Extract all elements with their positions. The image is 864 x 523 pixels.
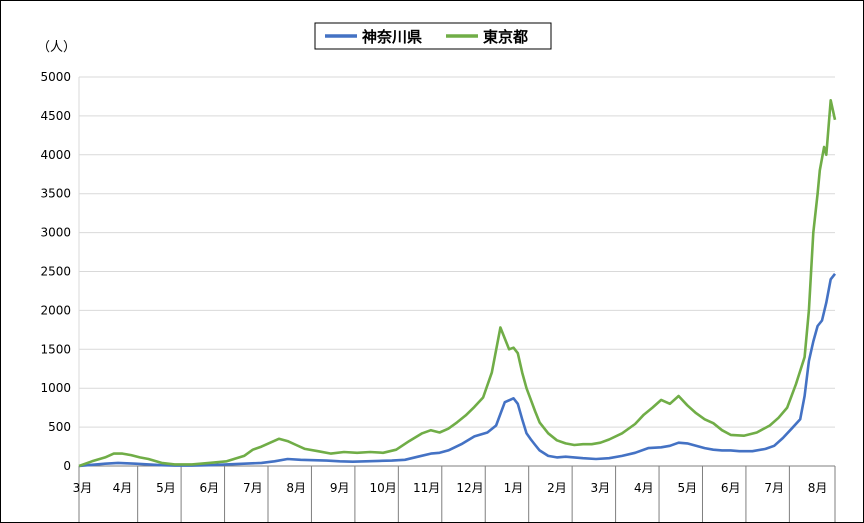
x-tick-label-month: 3月 [73, 481, 93, 495]
y-tick-labels: 0 500 1000 1500 2000 2500 3000 3500 4000 4500 5000 [40, 70, 71, 473]
x-tick-label-month: 12月 [456, 481, 483, 495]
legend-label-kanagawa: 神奈川県 [362, 28, 422, 46]
x-tick-label-month: 10月 [369, 481, 396, 495]
x-tick-label-month: 8月 [286, 481, 306, 495]
x-tick-label-month: 7月 [243, 481, 263, 495]
x-tick-label-month: 9月 [330, 481, 350, 495]
x-tick-label-month: 8月 [808, 481, 828, 495]
y-tick-label: 0 [63, 459, 71, 473]
legend-label-tokyo: 東京都 [483, 28, 528, 46]
x-tick-label-month: 2月 [547, 481, 567, 495]
y-tick-label: 1000 [40, 381, 71, 395]
series-line-kanagawa [78, 272, 837, 468]
x-axis: 3月 4月 5月 6月 7月 8月 9月 10月 11月 12月 1月 2月 3月 4月 5月 6月 7月 8月 [73, 465, 836, 522]
y-tick-label: 4500 [40, 109, 71, 123]
x-tick-label-month: 6月 [721, 481, 741, 495]
x-tick-label-month: 4月 [113, 481, 133, 495]
y-tick-label: 5000 [40, 70, 71, 84]
grid-lines [78, 76, 835, 467]
y-tick-label: 2000 [40, 303, 71, 317]
series-lines [78, 99, 837, 468]
y-tick-label: 1500 [40, 342, 71, 356]
y-tick-label: 2500 [40, 265, 71, 279]
x-tick-label-month: 11月 [413, 481, 440, 495]
x-tick-label-month: 1月 [504, 481, 524, 495]
y-tick-label: 3500 [40, 187, 71, 201]
y-tick-label: 4000 [40, 148, 71, 162]
x-tick-label-month: 6月 [200, 481, 220, 495]
x-tick-label-month: 4月 [634, 481, 654, 495]
x-tick-label-month: 5月 [677, 481, 697, 495]
x-tick-label-month: 5月 [156, 481, 176, 495]
series-line-tokyo [78, 99, 837, 468]
x-tick-label-month: 7月 [764, 481, 784, 495]
y-tick-label: 500 [48, 420, 71, 434]
y-tick-label: 3000 [40, 226, 71, 240]
legend: 神奈川県 東京都 [314, 22, 552, 50]
x-tick-label-month: 3月 [591, 481, 611, 495]
y-axis-unit-label: （人） [37, 40, 76, 55]
